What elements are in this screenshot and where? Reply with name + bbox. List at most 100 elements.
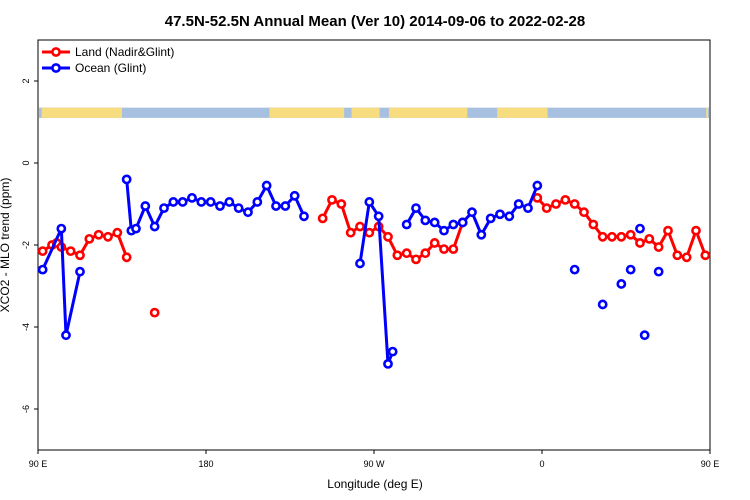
data-point xyxy=(387,346,398,357)
data-point xyxy=(429,238,440,248)
data-point xyxy=(271,201,281,211)
data-point xyxy=(373,211,384,222)
data-point xyxy=(383,358,393,369)
data-point xyxy=(84,233,95,244)
data-point xyxy=(457,217,468,228)
data-point xyxy=(504,211,515,222)
data-point xyxy=(121,174,132,185)
data-point xyxy=(61,330,71,341)
data-point xyxy=(215,201,225,211)
x-tick-label: 90 E xyxy=(701,459,720,469)
data-point xyxy=(625,264,636,275)
data-point xyxy=(700,250,711,261)
data-point xyxy=(439,225,449,236)
series-layer xyxy=(37,174,711,369)
series-line xyxy=(41,227,82,337)
chart-title: 47.5N-52.5N Annual Mean (Ver 10) 2014-09… xyxy=(165,13,585,30)
data-point xyxy=(383,231,393,242)
data-point xyxy=(625,229,636,240)
data-point xyxy=(177,197,188,207)
y-axis: 2 0 -2 -4 -6 xyxy=(21,78,38,413)
data-point xyxy=(317,213,328,224)
data-point xyxy=(252,197,263,207)
data-point xyxy=(672,250,683,261)
data-point xyxy=(635,238,645,248)
data-point xyxy=(93,229,104,240)
data-point xyxy=(476,229,487,240)
data-point xyxy=(663,225,673,236)
data-point xyxy=(485,213,496,224)
land-band-segment xyxy=(706,107,709,118)
data-point xyxy=(588,219,599,230)
data-point xyxy=(196,197,207,207)
land-band-segment xyxy=(388,107,468,118)
x-tick-label: 90 W xyxy=(363,459,385,469)
data-point xyxy=(597,231,608,242)
land-band-segment xyxy=(41,107,122,118)
data-point xyxy=(392,250,403,261)
data-point xyxy=(261,180,272,191)
data-point xyxy=(140,201,151,211)
data-point xyxy=(149,221,160,232)
data-point xyxy=(401,219,412,230)
data-point xyxy=(280,201,291,211)
data-point xyxy=(495,209,505,220)
data-point xyxy=(37,246,48,257)
data-point xyxy=(411,203,421,213)
data-point xyxy=(345,227,356,238)
data-point xyxy=(364,197,375,207)
y-tick-label: -6 xyxy=(21,405,31,413)
data-point xyxy=(439,244,449,254)
y-tick-label: 0 xyxy=(21,160,31,165)
x-tick-label: 0 xyxy=(539,459,544,469)
data-point xyxy=(224,197,235,207)
data-point xyxy=(112,227,123,238)
plot-frame xyxy=(37,39,711,451)
data-point xyxy=(355,221,365,232)
data-point xyxy=(653,242,664,252)
series-line xyxy=(321,198,465,261)
data-point xyxy=(616,279,627,289)
land-band-segment xyxy=(351,107,380,118)
data-point xyxy=(691,225,701,236)
series-line xyxy=(536,196,707,259)
data-point xyxy=(607,231,617,242)
data-point xyxy=(103,231,113,242)
data-point xyxy=(551,199,561,209)
data-point xyxy=(187,192,197,203)
data-point xyxy=(56,223,67,234)
data-point xyxy=(597,299,608,310)
x-tick-label: 90 E xyxy=(29,459,48,469)
data-point xyxy=(65,246,76,257)
data-point xyxy=(411,254,421,265)
y-tick-label: -4 xyxy=(21,323,31,331)
data-point xyxy=(243,207,253,218)
data-point xyxy=(327,194,337,205)
data-point xyxy=(401,248,412,259)
data-point xyxy=(569,264,580,275)
data-point xyxy=(75,266,85,277)
legend: Land (Nadir&Glint) Ocean (Glint) xyxy=(42,45,174,75)
data-point xyxy=(448,219,459,230)
data-point xyxy=(635,223,645,234)
data-point xyxy=(355,258,365,269)
series-1 xyxy=(37,174,664,369)
series-0 xyxy=(37,192,711,318)
legend-label: Land (Nadir&Glint) xyxy=(75,45,174,59)
data-point xyxy=(541,203,552,213)
land-ocean-band xyxy=(39,107,709,118)
legend-marker xyxy=(51,47,61,57)
data-point xyxy=(205,197,216,207)
data-point xyxy=(420,215,431,226)
data-point xyxy=(299,211,309,222)
data-point xyxy=(168,197,179,207)
y-tick-label: -2 xyxy=(21,241,31,249)
data-point xyxy=(639,330,650,341)
data-point xyxy=(448,244,459,254)
data-point xyxy=(121,252,132,263)
data-point xyxy=(467,207,477,218)
data-point xyxy=(159,203,169,213)
data-point xyxy=(616,231,627,242)
legend-label: Ocean (Glint) xyxy=(75,61,146,75)
data-point xyxy=(149,307,160,318)
